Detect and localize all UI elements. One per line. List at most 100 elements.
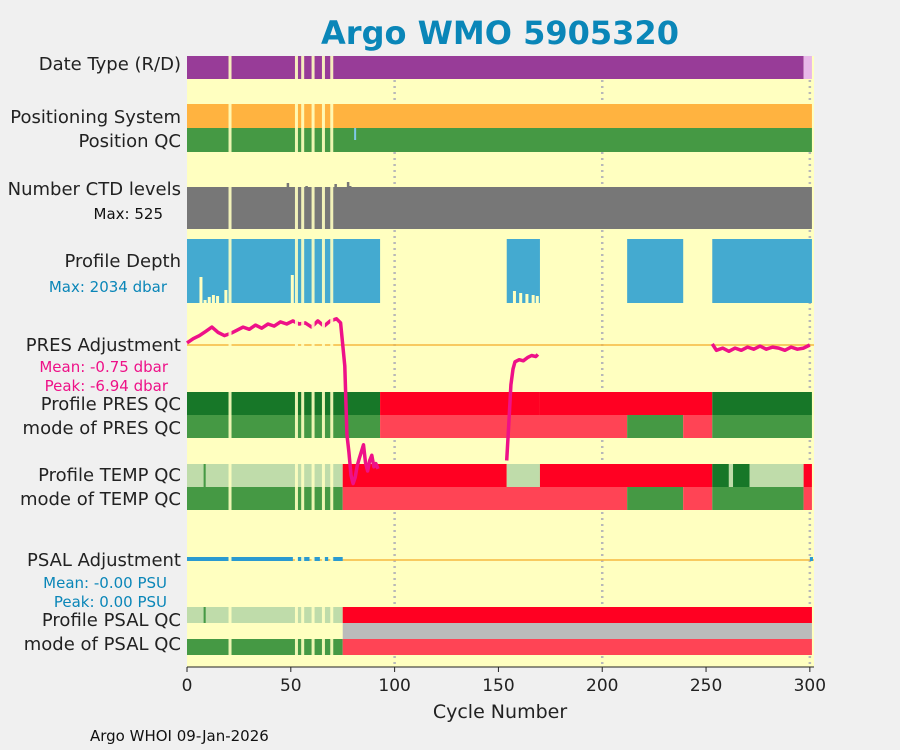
missing-cycle-gaps bbox=[228, 56, 334, 667]
band-profile-temp-qc bbox=[803, 464, 812, 487]
x-axis: 0 50 100 150 200 250 300 bbox=[182, 666, 826, 696]
position-qc-mark bbox=[354, 128, 357, 140]
band-profile-pres-qc bbox=[712, 392, 812, 415]
band-mode-pres-qc bbox=[712, 415, 812, 438]
band-psal-qc-mid bbox=[342, 623, 812, 639]
depth-notch bbox=[207, 297, 211, 303]
depth-notch bbox=[525, 294, 529, 303]
pres-adjustment-line bbox=[710, 342, 811, 354]
band-profile-depth bbox=[712, 239, 812, 303]
band-mode-temp-qc bbox=[627, 487, 684, 510]
x-tick-label: 0 bbox=[182, 676, 193, 696]
chart-title: Argo WMO 5905320 bbox=[321, 14, 679, 52]
band-date-type bbox=[803, 56, 812, 79]
x-tick-label: 150 bbox=[482, 676, 514, 696]
label-profile-pres-qc: Profile PRES QC bbox=[41, 394, 181, 415]
band-date-type bbox=[187, 56, 804, 79]
label-profile-psal-qc: Profile PSAL QC bbox=[42, 610, 181, 631]
label-position-qc: Position QC bbox=[78, 131, 181, 152]
label-profile-temp-qc: Profile TEMP QC bbox=[38, 465, 181, 486]
band-mode-temp-qc bbox=[342, 487, 628, 510]
depth-notch bbox=[203, 300, 207, 303]
label-profile-depth: Profile Depth bbox=[64, 251, 181, 272]
psal-adj-peak: Peak: 0.00 PSU bbox=[54, 593, 167, 611]
missing-cycle-gap bbox=[311, 56, 315, 667]
depth-notch bbox=[211, 295, 215, 303]
label-number-ctd-levels: Number CTD levels bbox=[8, 179, 181, 200]
label-psal-adjustment: PSAL Adjustment bbox=[27, 550, 181, 571]
band-profile-pres-qc bbox=[187, 392, 381, 415]
ctd-level-spike bbox=[305, 186, 308, 188]
label-mode-pres-qc: mode of PRES QC bbox=[23, 418, 181, 439]
band-profile-psal-qc bbox=[187, 607, 343, 623]
label-positioning: Positioning System bbox=[10, 107, 181, 128]
band-profile-depth bbox=[627, 239, 684, 303]
depth-notch bbox=[512, 291, 516, 303]
depth-notch bbox=[199, 277, 203, 303]
band-mode-temp-qc bbox=[712, 487, 804, 510]
band-profile-psal-qc bbox=[342, 607, 812, 623]
band-mode-temp-qc bbox=[187, 487, 343, 510]
ctd-level-spike bbox=[334, 184, 337, 188]
depth-notch bbox=[224, 290, 228, 303]
label-mode-temp-qc: mode of TEMP QC bbox=[20, 489, 181, 510]
band-profile-temp-qc bbox=[506, 464, 540, 487]
band-positioning bbox=[187, 104, 812, 128]
band-profile-temp-qc bbox=[187, 464, 343, 487]
missing-cycle-gap bbox=[330, 56, 334, 667]
band-profile-temp-qc bbox=[728, 464, 734, 487]
pres-adj-mean: Mean: -0.75 dbar bbox=[39, 358, 169, 376]
band-profile-temp-qc bbox=[712, 464, 729, 487]
missing-cycle-gap bbox=[294, 56, 298, 667]
row-labels: Date Type (R/D) Positioning System Posit… bbox=[8, 54, 181, 655]
psal-adj-mean: Mean: -0.00 PSU bbox=[43, 574, 167, 592]
pres-adjustment-line bbox=[504, 353, 540, 461]
band-profile-temp-qc bbox=[203, 464, 206, 487]
n-levels-max: Max: 525 bbox=[94, 205, 163, 223]
band-mode-pres-qc bbox=[683, 415, 713, 438]
band-mode-psal-qc bbox=[342, 639, 812, 655]
ctd-level-spike bbox=[348, 186, 352, 188]
depth-notch bbox=[290, 275, 294, 303]
depth-notch bbox=[531, 295, 535, 303]
band-position-qc bbox=[187, 128, 812, 152]
sub-labels: Max: 525 Max: 2034 dbar Mean: -0.75 dbar… bbox=[39, 205, 169, 611]
x-tick-label: 50 bbox=[280, 676, 302, 696]
plot-area bbox=[187, 56, 814, 667]
depth-notch bbox=[535, 296, 539, 303]
label-mode-psal-qc: mode of PSAL QC bbox=[24, 634, 181, 655]
missing-cycle-gap bbox=[228, 56, 232, 667]
band-profile-temp-qc bbox=[733, 464, 750, 487]
x-tick-label: 300 bbox=[794, 676, 826, 696]
band-profile-psal-qc bbox=[203, 607, 206, 623]
band-profile-depth bbox=[187, 239, 381, 303]
label-date-type: Date Type (R/D) bbox=[39, 54, 181, 75]
band-profile-temp-qc bbox=[749, 464, 804, 487]
detail-marks bbox=[199, 128, 539, 303]
x-axis-label: Cycle Number bbox=[433, 701, 567, 723]
label-pres-adjustment: PRES Adjustment bbox=[26, 335, 181, 356]
depth-notch bbox=[216, 296, 220, 303]
footer-credit: Argo WHOI 09-Jan-2026 bbox=[90, 727, 269, 745]
band-mode-pres-qc bbox=[187, 415, 381, 438]
x-tick-label: 200 bbox=[586, 676, 618, 696]
x-tick-label: 250 bbox=[690, 676, 722, 696]
band-profile-pres-qc bbox=[380, 392, 540, 415]
x-tick-label: 100 bbox=[378, 676, 410, 696]
band-mode-pres-qc bbox=[380, 415, 628, 438]
depth-notch bbox=[519, 293, 523, 303]
band-mode-temp-qc bbox=[683, 487, 713, 510]
band-mode-psal-qc bbox=[187, 639, 343, 655]
band-n-levels bbox=[187, 187, 812, 229]
pres-adj-peak: Peak: -6.94 dbar bbox=[45, 377, 169, 395]
missing-cycle-gap bbox=[301, 56, 305, 667]
band-mode-temp-qc bbox=[803, 487, 812, 510]
qc-bands bbox=[187, 56, 812, 655]
missing-cycle-gap bbox=[321, 56, 325, 667]
profile-depth-max: Max: 2034 dbar bbox=[49, 278, 168, 296]
band-profile-temp-qc bbox=[539, 464, 713, 487]
band-mode-pres-qc bbox=[627, 415, 684, 438]
band-profile-temp-qc bbox=[342, 464, 507, 487]
band-profile-pres-qc bbox=[539, 392, 713, 415]
ctd-level-spike bbox=[346, 182, 350, 188]
